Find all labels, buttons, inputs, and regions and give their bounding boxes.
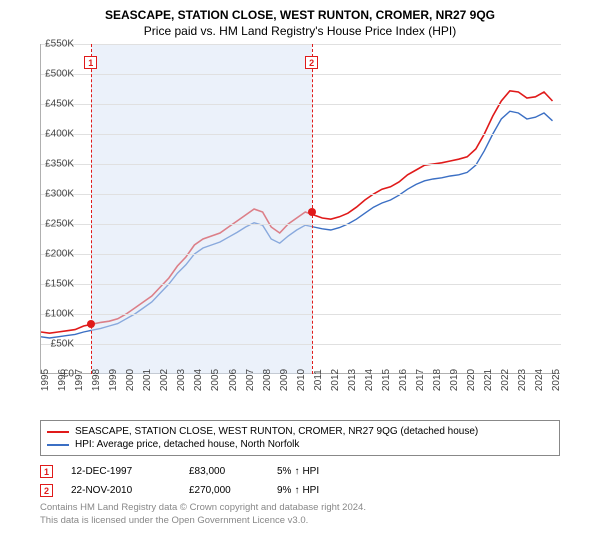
sale-row-badge: 1: [40, 465, 53, 478]
chart-area: 12 £0£50K£100K£150K£200K£250K£300K£350K£…: [40, 44, 600, 414]
sale-marker-dot: [308, 208, 316, 216]
y-axis-label: £350K: [45, 159, 74, 170]
sale-row-delta: 5%↑HPI: [277, 466, 367, 477]
legend: SEASCAPE, STATION CLOSE, WEST RUNTON, CR…: [40, 420, 560, 456]
x-axis-label: 2012: [330, 369, 341, 391]
y-axis-label: £250K: [45, 219, 74, 230]
x-axis-label: 2024: [534, 369, 545, 391]
x-axis-label: 2008: [262, 369, 273, 391]
gridline-h: [41, 44, 561, 45]
footer-line-1: Contains HM Land Registry data © Crown c…: [40, 502, 560, 515]
sales-table: 1 12-DEC-1997 £83,000 5%↑HPI 2 22-NOV-2010 £27…: [40, 462, 560, 500]
x-axis-label: 2001: [142, 369, 153, 391]
x-axis-label: 2019: [449, 369, 460, 391]
sale-row-delta: 9%↑HPI: [277, 485, 367, 496]
gridline-h: [41, 224, 561, 225]
gridline-h: [41, 164, 561, 165]
legend-item: HPI: Average price, detached house, Nort…: [47, 438, 553, 451]
arrow-up-icon: ↑: [294, 485, 299, 496]
sale-row-delta-label: HPI: [302, 466, 319, 477]
x-axis-label: 2003: [176, 369, 187, 391]
gridline-h: [41, 194, 561, 195]
x-axis-label: 1995: [40, 369, 51, 391]
x-axis-label: 1999: [108, 369, 119, 391]
gridline-h: [41, 134, 561, 135]
legend-item: SEASCAPE, STATION CLOSE, WEST RUNTON, CR…: [47, 425, 553, 438]
sale-row-delta-pct: 9%: [277, 485, 291, 496]
legend-swatch: [47, 444, 69, 446]
y-axis-label: £300K: [45, 189, 74, 200]
y-axis-label: £400K: [45, 129, 74, 140]
x-axis-label: 2000: [125, 369, 136, 391]
chart-subtitle: Price paid vs. HM Land Registry's House …: [0, 22, 600, 44]
gridline-h: [41, 254, 561, 255]
y-axis-label: £200K: [45, 249, 74, 260]
arrow-up-icon: ↑: [294, 466, 299, 477]
x-axis-label: 2004: [193, 369, 204, 391]
sale-marker-dot: [87, 320, 95, 328]
x-axis-label: 1996: [57, 369, 68, 391]
x-axis-label: 2002: [159, 369, 170, 391]
y-axis-label: £50K: [51, 339, 74, 350]
chart-container: SEASCAPE, STATION CLOSE, WEST RUNTON, CR…: [0, 0, 600, 560]
shaded-ownership-band: [91, 44, 312, 374]
footer-attribution: Contains HM Land Registry data © Crown c…: [40, 502, 560, 528]
x-axis-label: 1998: [91, 369, 102, 391]
y-axis-label: £500K: [45, 69, 74, 80]
sale-marker-badge: 1: [84, 56, 97, 69]
sale-row-delta-label: HPI: [302, 485, 319, 496]
x-axis-label: 2007: [245, 369, 256, 391]
sale-marker-badge: 2: [305, 56, 318, 69]
x-axis-label: 2025: [551, 369, 562, 391]
sale-row-date: 12-DEC-1997: [71, 466, 171, 477]
x-axis-label: 2010: [296, 369, 307, 391]
sale-row-price: £83,000: [189, 466, 259, 477]
gridline-h: [41, 344, 561, 345]
legend-label: SEASCAPE, STATION CLOSE, WEST RUNTON, CR…: [75, 426, 478, 437]
footer-line-2: This data is licensed under the Open Gov…: [40, 515, 560, 528]
x-axis-label: 2021: [483, 369, 494, 391]
chart-title: SEASCAPE, STATION CLOSE, WEST RUNTON, CR…: [0, 0, 600, 22]
plot-region: 12: [40, 44, 560, 374]
sale-row-date: 22-NOV-2010: [71, 485, 171, 496]
x-axis-label: 2018: [432, 369, 443, 391]
y-axis-label: £100K: [45, 309, 74, 320]
x-axis-label: 2014: [364, 369, 375, 391]
x-axis-label: 2005: [210, 369, 221, 391]
x-axis-label: 2011: [313, 369, 324, 391]
x-axis-label: 2020: [466, 369, 477, 391]
legend-swatch: [47, 431, 69, 433]
gridline-h: [41, 314, 561, 315]
sale-row-delta-pct: 5%: [277, 466, 291, 477]
x-axis-label: 2009: [279, 369, 290, 391]
y-axis-label: £450K: [45, 99, 74, 110]
sale-row-badge: 2: [40, 484, 53, 497]
x-axis-label: 1997: [74, 369, 85, 391]
x-axis-label: 2016: [398, 369, 409, 391]
x-axis-label: 2006: [228, 369, 239, 391]
y-axis-label: £550K: [45, 39, 74, 50]
sale-row: 2 22-NOV-2010 £270,000 9%↑HPI: [40, 481, 560, 500]
legend-label: HPI: Average price, detached house, Nort…: [75, 439, 299, 450]
x-axis-label: 2013: [347, 369, 358, 391]
gridline-h: [41, 284, 561, 285]
gridline-h: [41, 104, 561, 105]
sale-row-price: £270,000: [189, 485, 259, 496]
x-axis-label: 2017: [415, 369, 426, 391]
x-axis-label: 2022: [500, 369, 511, 391]
x-axis-label: 2023: [517, 369, 528, 391]
gridline-h: [41, 74, 561, 75]
y-axis-label: £150K: [45, 279, 74, 290]
sale-row: 1 12-DEC-1997 £83,000 5%↑HPI: [40, 462, 560, 481]
x-axis-label: 2015: [381, 369, 392, 391]
